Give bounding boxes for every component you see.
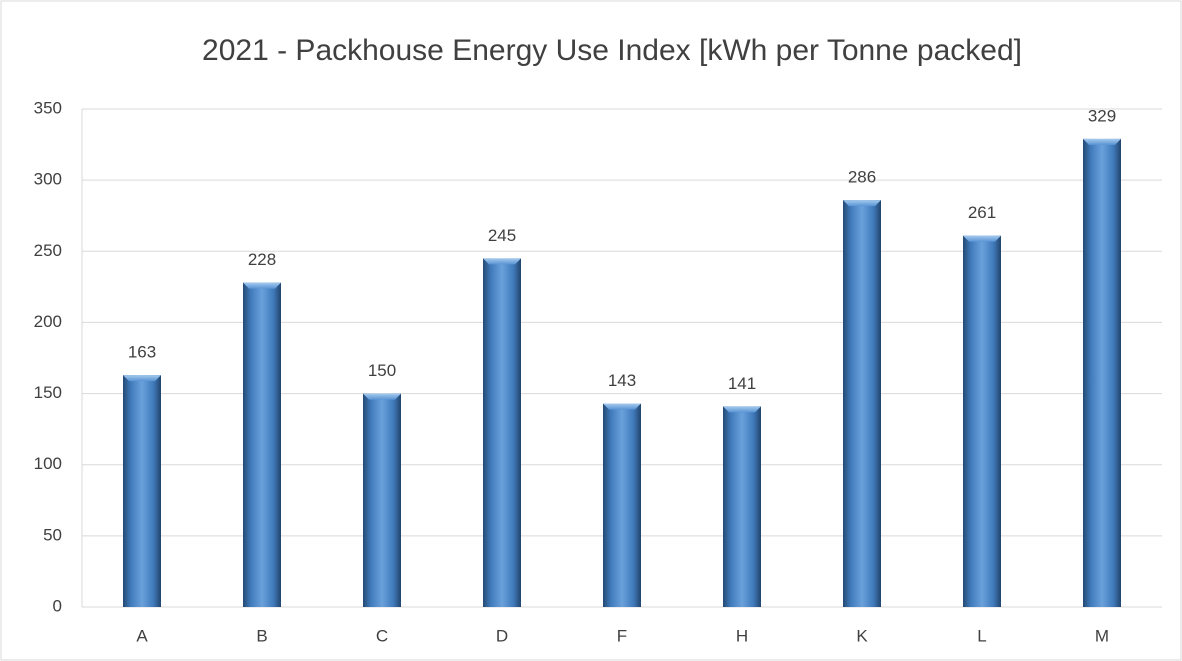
bar — [963, 235, 1001, 608]
x-tick-label: H — [736, 626, 748, 645]
bar-cap — [843, 200, 881, 207]
chart-title: 2021 - Packhouse Energy Use Index [kWh p… — [202, 34, 1022, 67]
bar-cap — [363, 393, 401, 400]
bar — [483, 258, 521, 607]
x-tick-label: D — [496, 626, 508, 645]
bar — [723, 406, 761, 607]
data-label: 245 — [488, 226, 516, 245]
y-tick-label: 100 — [34, 454, 62, 473]
y-tick-label: 0 — [53, 596, 62, 615]
data-label: 286 — [848, 168, 876, 187]
bar-tint — [243, 282, 281, 607]
bar-cap — [963, 235, 1001, 242]
x-tick-label: L — [977, 626, 986, 645]
y-tick-label: 50 — [43, 525, 62, 544]
data-label: 143 — [608, 371, 636, 390]
x-tick-label: A — [136, 626, 148, 645]
bar-tint — [723, 406, 761, 607]
bar-cap — [243, 282, 281, 289]
data-label: 228 — [248, 250, 276, 269]
bar-cap — [723, 406, 761, 413]
bar-cap — [483, 258, 521, 265]
bar-cap — [1083, 138, 1121, 145]
bar — [603, 403, 641, 607]
bar-tint — [123, 375, 161, 607]
bar — [243, 282, 281, 607]
data-label: 150 — [368, 361, 396, 380]
bar — [843, 200, 881, 607]
bar — [123, 375, 161, 607]
bar — [363, 393, 401, 607]
x-tick-label: K — [856, 626, 868, 645]
x-tick-label: M — [1095, 626, 1109, 645]
data-label: 329 — [1088, 106, 1116, 125]
bar-tint — [603, 403, 641, 607]
data-label: 141 — [728, 374, 756, 393]
y-tick-label: 300 — [34, 170, 62, 189]
bar-tint — [1083, 138, 1121, 607]
data-label: 163 — [128, 343, 156, 362]
bar-tint — [963, 235, 1001, 608]
x-tick-label: C — [376, 626, 388, 645]
y-tick-label: 200 — [34, 312, 62, 331]
bar-tint — [483, 258, 521, 607]
bar-cap — [603, 403, 641, 410]
bar-tint — [363, 393, 401, 607]
bar-tint — [843, 200, 881, 607]
y-tick-label: 250 — [34, 241, 62, 260]
x-tick-label: F — [617, 626, 627, 645]
data-label: 261 — [968, 203, 996, 222]
bar-cap — [123, 375, 161, 382]
y-tick-label: 350 — [34, 98, 62, 117]
bar — [1083, 138, 1121, 607]
x-tick-label: B — [256, 626, 267, 645]
y-tick-label: 150 — [34, 383, 62, 402]
